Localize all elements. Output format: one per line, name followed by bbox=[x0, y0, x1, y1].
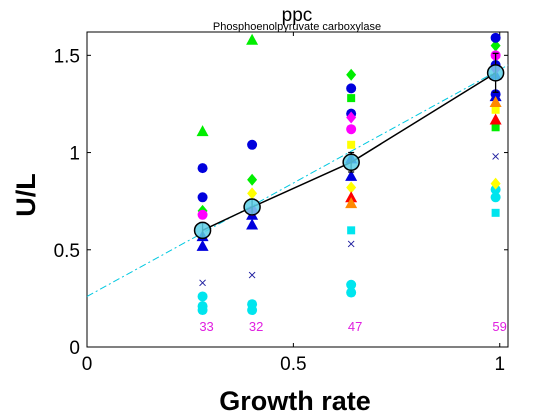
data-point bbox=[489, 113, 502, 125]
data-point bbox=[248, 271, 256, 279]
data-point bbox=[347, 226, 356, 235]
data-point bbox=[346, 111, 357, 124]
y-tick-label: 0 bbox=[69, 338, 80, 359]
data-point bbox=[491, 105, 500, 114]
fit-line bbox=[86, 64, 509, 297]
data-point bbox=[247, 187, 258, 200]
data-point bbox=[197, 163, 208, 174]
mean-line-group bbox=[193, 52, 505, 240]
fit-line-group bbox=[86, 64, 509, 297]
data-point bbox=[345, 169, 358, 181]
data-point bbox=[489, 90, 502, 102]
x-tick-label: 1 bbox=[494, 354, 505, 375]
sample-count-label: 47 bbox=[348, 319, 362, 334]
data-point bbox=[347, 94, 356, 103]
data-point bbox=[345, 191, 358, 203]
data-point bbox=[346, 279, 357, 290]
sample-count-label: 33 bbox=[199, 319, 213, 334]
data-point bbox=[346, 287, 357, 298]
data-point bbox=[490, 32, 501, 43]
data-point bbox=[197, 209, 208, 220]
data-point bbox=[197, 192, 208, 203]
data-point bbox=[491, 123, 500, 132]
data-point bbox=[196, 239, 209, 251]
data-point bbox=[197, 291, 208, 302]
chart-subtitle: Phosphoenolpyruvate carboxylase bbox=[213, 21, 381, 33]
y-tick-label: 0.5 bbox=[54, 241, 80, 262]
data-point bbox=[491, 208, 500, 217]
data-point bbox=[199, 279, 206, 287]
sample-count-label: 32 bbox=[249, 319, 263, 334]
y-tick-label: 1 bbox=[69, 144, 80, 165]
mean-marker bbox=[193, 221, 212, 240]
data-point bbox=[490, 39, 501, 52]
data-point bbox=[489, 96, 502, 107]
mean-line bbox=[202, 72, 497, 232]
x-tick-label: 0.5 bbox=[280, 354, 306, 375]
data-point bbox=[197, 305, 208, 316]
data-point bbox=[490, 192, 501, 203]
x-axis-label: Growth rate bbox=[219, 386, 371, 416]
data-point bbox=[346, 83, 357, 94]
data-point bbox=[346, 124, 357, 135]
sample-counts: 33 32 47 59 bbox=[199, 319, 507, 334]
plot-area bbox=[86, 31, 509, 348]
data-point bbox=[492, 153, 499, 160]
data-point bbox=[247, 173, 258, 186]
data-point bbox=[346, 181, 357, 194]
data-point bbox=[246, 218, 259, 230]
data-point bbox=[346, 68, 357, 81]
sample-count-label: 59 bbox=[492, 319, 506, 334]
mean-marker bbox=[342, 153, 360, 172]
data-point bbox=[196, 125, 209, 137]
data-point bbox=[490, 177, 501, 190]
axis-ticks: 0 0.5 1 0 0.5 1 1.5 bbox=[54, 32, 508, 375]
mean-marker bbox=[486, 64, 505, 82]
data-point bbox=[345, 197, 358, 209]
data-point bbox=[347, 240, 355, 248]
data-point bbox=[246, 33, 259, 45]
mean-marker bbox=[243, 198, 261, 216]
data-point bbox=[247, 305, 258, 316]
data-point bbox=[347, 140, 356, 149]
chart-title: ppc bbox=[282, 5, 313, 26]
data-point bbox=[247, 139, 258, 150]
y-axis-label: U/L bbox=[11, 173, 41, 217]
x-tick-label: 0 bbox=[82, 354, 93, 375]
y-tick-label: 1.5 bbox=[54, 46, 80, 67]
